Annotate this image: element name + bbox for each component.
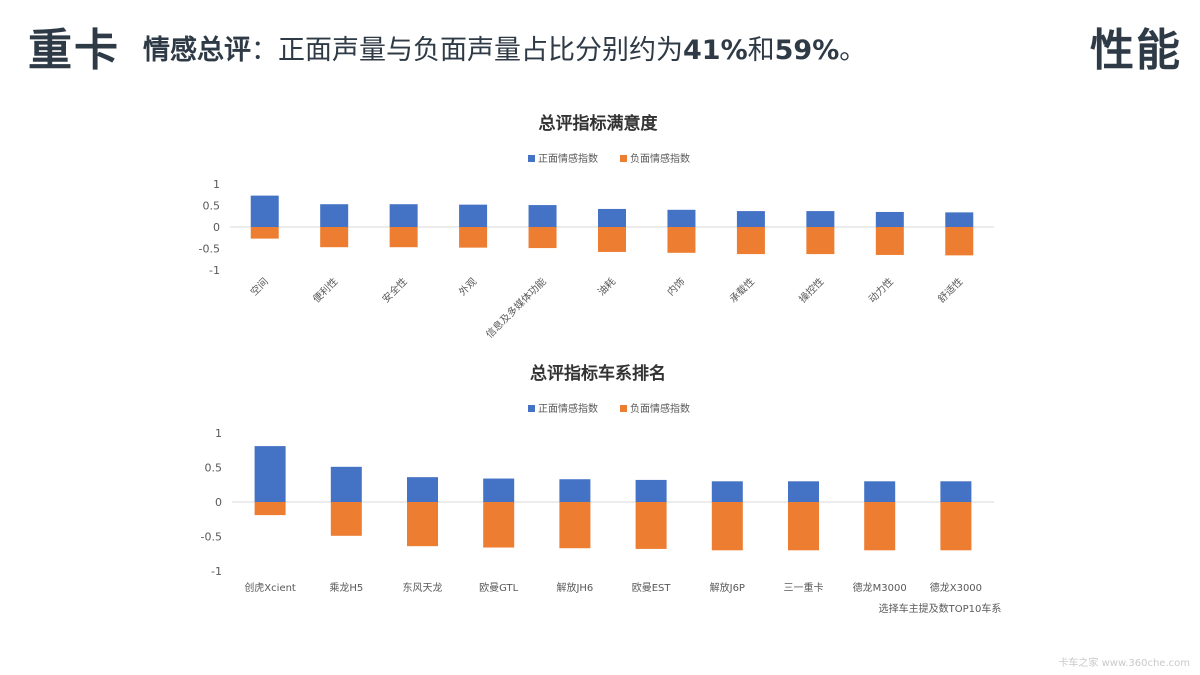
legend-swatch-1 bbox=[620, 155, 627, 162]
x-tick-label: 德龙X3000 bbox=[930, 581, 982, 594]
y-tick-label: -0.5 bbox=[199, 243, 220, 256]
summary-text: ：正面声量与负面声量占比分别约为 bbox=[251, 35, 683, 66]
x-tick-label: 舒适性 bbox=[935, 275, 965, 305]
legend-label: 负面情感指数 bbox=[630, 402, 690, 415]
bar-positive bbox=[788, 481, 819, 502]
bar-positive bbox=[736, 211, 765, 227]
bar-negative bbox=[875, 227, 904, 255]
chart-title: 总评指标满意度 bbox=[539, 113, 659, 134]
x-tick-label: 解放J6P bbox=[710, 581, 745, 594]
y-tick-label: 0.5 bbox=[203, 200, 221, 213]
bar-negative bbox=[711, 502, 743, 551]
bar-positive bbox=[875, 211, 904, 227]
x-tick-label: 外观 bbox=[457, 276, 480, 299]
legend-swatch-0 bbox=[528, 155, 535, 162]
x-tick-label: 欧曼GTL bbox=[479, 582, 519, 594]
bar-negative bbox=[945, 227, 974, 256]
x-tick-label: 三一重卡 bbox=[784, 581, 824, 594]
page-header: 重卡 情感总评：正面声量与负面声量占比分别约为41%和59%。 性能 bbox=[0, 0, 1200, 90]
y-tick-label: 0.5 bbox=[205, 462, 223, 475]
x-tick-label: 欧曼EST bbox=[632, 582, 672, 594]
bar-positive bbox=[559, 479, 591, 502]
x-tick-label: 动力性 bbox=[866, 275, 896, 305]
x-tick-label: 操控性 bbox=[796, 275, 826, 305]
bar-positive bbox=[320, 204, 349, 227]
bar-negative bbox=[788, 502, 819, 551]
x-tick-label: 承载性 bbox=[727, 275, 757, 305]
bar-positive bbox=[940, 481, 972, 502]
bar-negative bbox=[407, 502, 438, 547]
bar-negative bbox=[667, 227, 696, 253]
x-tick-label: 信息及多媒体功能 bbox=[483, 275, 549, 341]
bar-negative bbox=[598, 227, 626, 252]
bar-positive bbox=[483, 478, 515, 502]
summary-headline: 情感总评：正面声量与负面声量占比分别约为41%和59%。 bbox=[143, 28, 866, 67]
bar-positive bbox=[254, 446, 286, 502]
bar-negative bbox=[459, 227, 488, 248]
y-tick-label: 1 bbox=[213, 178, 220, 191]
x-tick-label: 解放JH6 bbox=[556, 581, 593, 594]
bar-positive bbox=[250, 195, 279, 227]
bar-negative bbox=[254, 502, 286, 516]
bar-positive bbox=[598, 208, 626, 227]
bar-negative bbox=[940, 502, 972, 551]
legend-label: 正面情感指数 bbox=[538, 402, 598, 415]
summary-and: 和 bbox=[747, 35, 775, 66]
bar-negative bbox=[528, 227, 557, 249]
chart-title: 总评指标车系排名 bbox=[530, 363, 666, 384]
topic-tag: 性能 bbox=[1090, 25, 1182, 76]
bar-negative bbox=[320, 227, 349, 248]
bar-negative bbox=[330, 502, 362, 536]
summary-label: 情感总评 bbox=[143, 35, 251, 66]
legend-swatch-1 bbox=[620, 405, 627, 412]
y-tick-label: 0 bbox=[213, 221, 220, 234]
bar-negative bbox=[864, 502, 896, 551]
bar-negative bbox=[389, 227, 418, 248]
x-tick-label: 东风天龙 bbox=[403, 581, 443, 594]
chart-footnote: 选择车主提及数TOP10车系 bbox=[879, 602, 1002, 615]
bar-positive bbox=[635, 479, 667, 502]
legend-swatch-0 bbox=[528, 405, 535, 412]
bar-negative bbox=[806, 227, 835, 255]
x-tick-label: 德龙M3000 bbox=[853, 581, 907, 594]
bar-positive bbox=[711, 481, 743, 502]
bar-positive bbox=[806, 211, 835, 227]
segment-tag: 重卡 bbox=[28, 25, 120, 76]
y-tick-label: -1 bbox=[209, 264, 220, 277]
summary-negative-pct: 59% bbox=[774, 35, 840, 66]
x-tick-label: 内饰 bbox=[664, 275, 687, 298]
bar-positive bbox=[667, 209, 696, 227]
bar-negative bbox=[250, 227, 279, 239]
legend-label: 正面情感指数 bbox=[538, 152, 598, 165]
bar-positive bbox=[407, 477, 438, 502]
summary-end: 。 bbox=[839, 35, 867, 66]
bar-positive bbox=[528, 205, 557, 227]
y-tick-label: -0.5 bbox=[201, 531, 222, 544]
x-tick-label: 油耗 bbox=[595, 275, 618, 298]
bar-positive bbox=[389, 204, 418, 227]
legend-label: 负面情感指数 bbox=[630, 152, 690, 165]
bar-positive bbox=[330, 466, 362, 502]
bar-negative bbox=[483, 502, 515, 548]
summary-positive-pct: 41% bbox=[683, 35, 748, 66]
bar-positive bbox=[459, 204, 488, 227]
x-tick-label: 创虎Xcient bbox=[244, 581, 296, 594]
bar-positive bbox=[864, 481, 896, 502]
bar-negative bbox=[559, 502, 591, 549]
bar-negative bbox=[635, 502, 667, 549]
x-tick-label: 空间 bbox=[248, 275, 271, 298]
y-tick-label: -1 bbox=[211, 565, 222, 578]
y-tick-label: 1 bbox=[215, 427, 222, 440]
x-tick-label: 安全性 bbox=[379, 275, 409, 305]
bar-negative bbox=[736, 227, 765, 255]
x-tick-label: 乘龙H5 bbox=[329, 581, 363, 594]
bar-positive bbox=[945, 212, 974, 227]
y-tick-label: 0 bbox=[215, 496, 222, 509]
x-tick-label: 便利性 bbox=[310, 275, 340, 305]
watermark: 卡车之家 www.360che.com bbox=[1058, 658, 1190, 669]
